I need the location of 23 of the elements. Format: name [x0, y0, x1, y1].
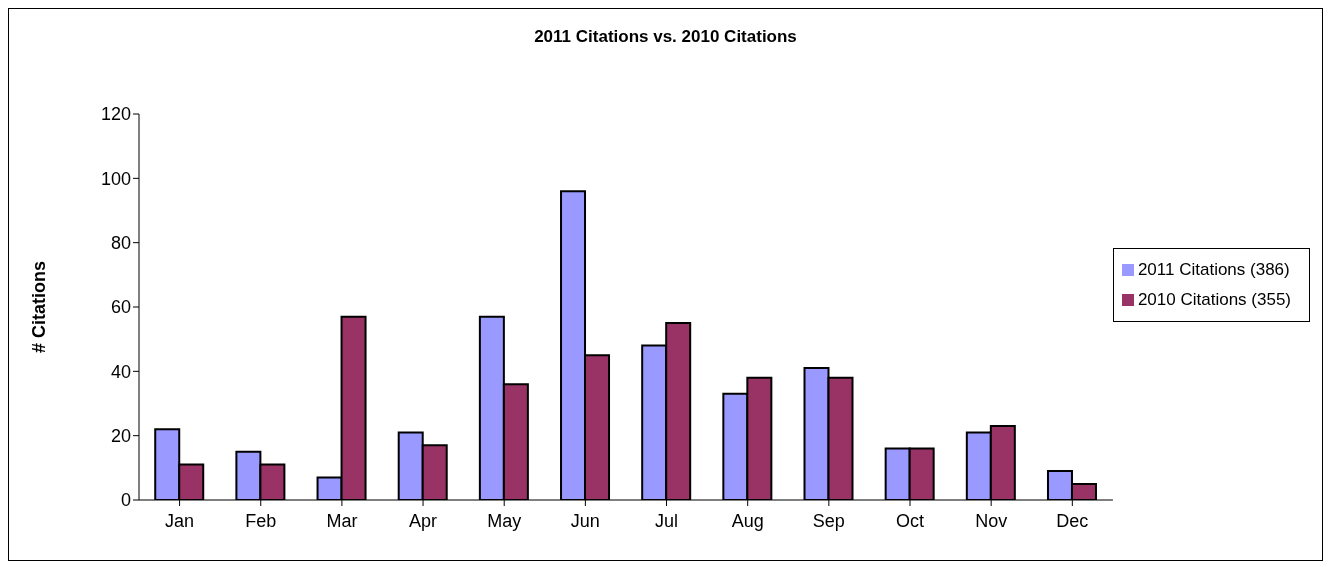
y-tick-label: 40: [110, 361, 131, 382]
x-tick-label: Jul: [655, 510, 679, 531]
x-tick-label: Oct: [896, 510, 925, 531]
x-tick-label: Sep: [812, 510, 845, 531]
legend-label: 2010 Citations (355): [1137, 289, 1291, 309]
chart-title: 2011 Citations vs. 2010 Citations: [533, 27, 798, 47]
y-tick-label: 20: [110, 426, 131, 447]
y-axis-title: # Citations: [29, 260, 50, 354]
legend-label: 2011 Citations (386): [1137, 259, 1290, 279]
y-tick-label: 60: [110, 297, 131, 318]
x-tick-label: Nov: [975, 510, 1008, 531]
x-tick-label: Mar: [326, 510, 358, 531]
y-tick-label: 80: [110, 233, 131, 254]
x-tick-label: Apr: [409, 510, 438, 531]
x-tick-label: Aug: [731, 510, 764, 531]
x-tick-label: Jan: [165, 510, 195, 531]
y-tick-label: 120: [100, 104, 131, 125]
x-tick-label: May: [487, 510, 522, 531]
x-tick-label: Feb: [245, 510, 277, 531]
y-tick-label: 100: [100, 168, 131, 189]
y-tick-label: 0: [120, 490, 131, 511]
x-tick-label: Dec: [1056, 510, 1089, 531]
x-tick-label: Jun: [570, 510, 600, 531]
